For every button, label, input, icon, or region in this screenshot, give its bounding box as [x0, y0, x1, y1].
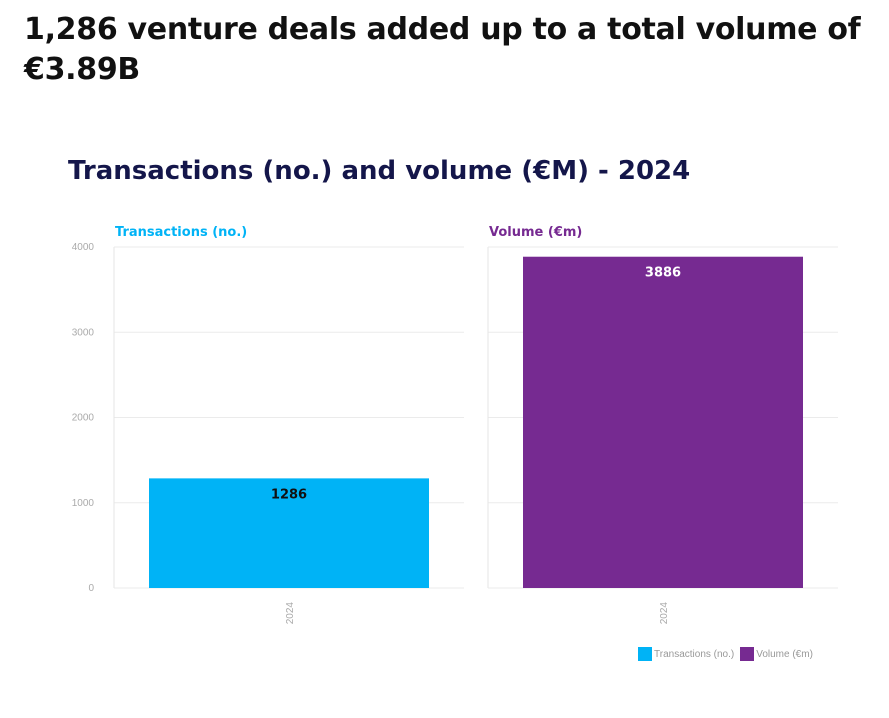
y-tick-label: 4000 [72, 242, 95, 253]
legend-label-transactions: Transactions (no.) [654, 648, 735, 660]
bar [149, 478, 429, 588]
x-tick-label: 2024 [285, 602, 296, 625]
legend-item-volume[interactable]: Volume (€m) [740, 647, 813, 661]
legend-swatch-volume [740, 647, 755, 661]
y-tick-label: 2000 [72, 413, 95, 424]
y-tick-label: 1000 [72, 498, 95, 509]
panel-title: Transactions (no.) [115, 225, 247, 240]
bar-data-label: 1286 [271, 487, 307, 502]
chart-title: Transactions (no.) and volume (€M) - 202… [68, 156, 691, 186]
y-tick-label: 0 [88, 583, 94, 594]
legend-swatch-transactions [638, 647, 652, 661]
legend-label-volume: Volume (€m) [756, 648, 813, 660]
headline: 1,286 venture deals added up to a total … [24, 12, 861, 87]
chart-legend: Transactions (no.) Volume (€m) [638, 647, 819, 661]
legend-item-transactions[interactable]: Transactions (no.) [638, 647, 734, 661]
bar [523, 256, 803, 588]
y-tick-label: 3000 [72, 327, 95, 338]
bar-data-label: 3886 [645, 266, 681, 281]
x-tick-label: 2024 [659, 602, 670, 625]
panel-title: Volume (€m) [489, 225, 582, 240]
